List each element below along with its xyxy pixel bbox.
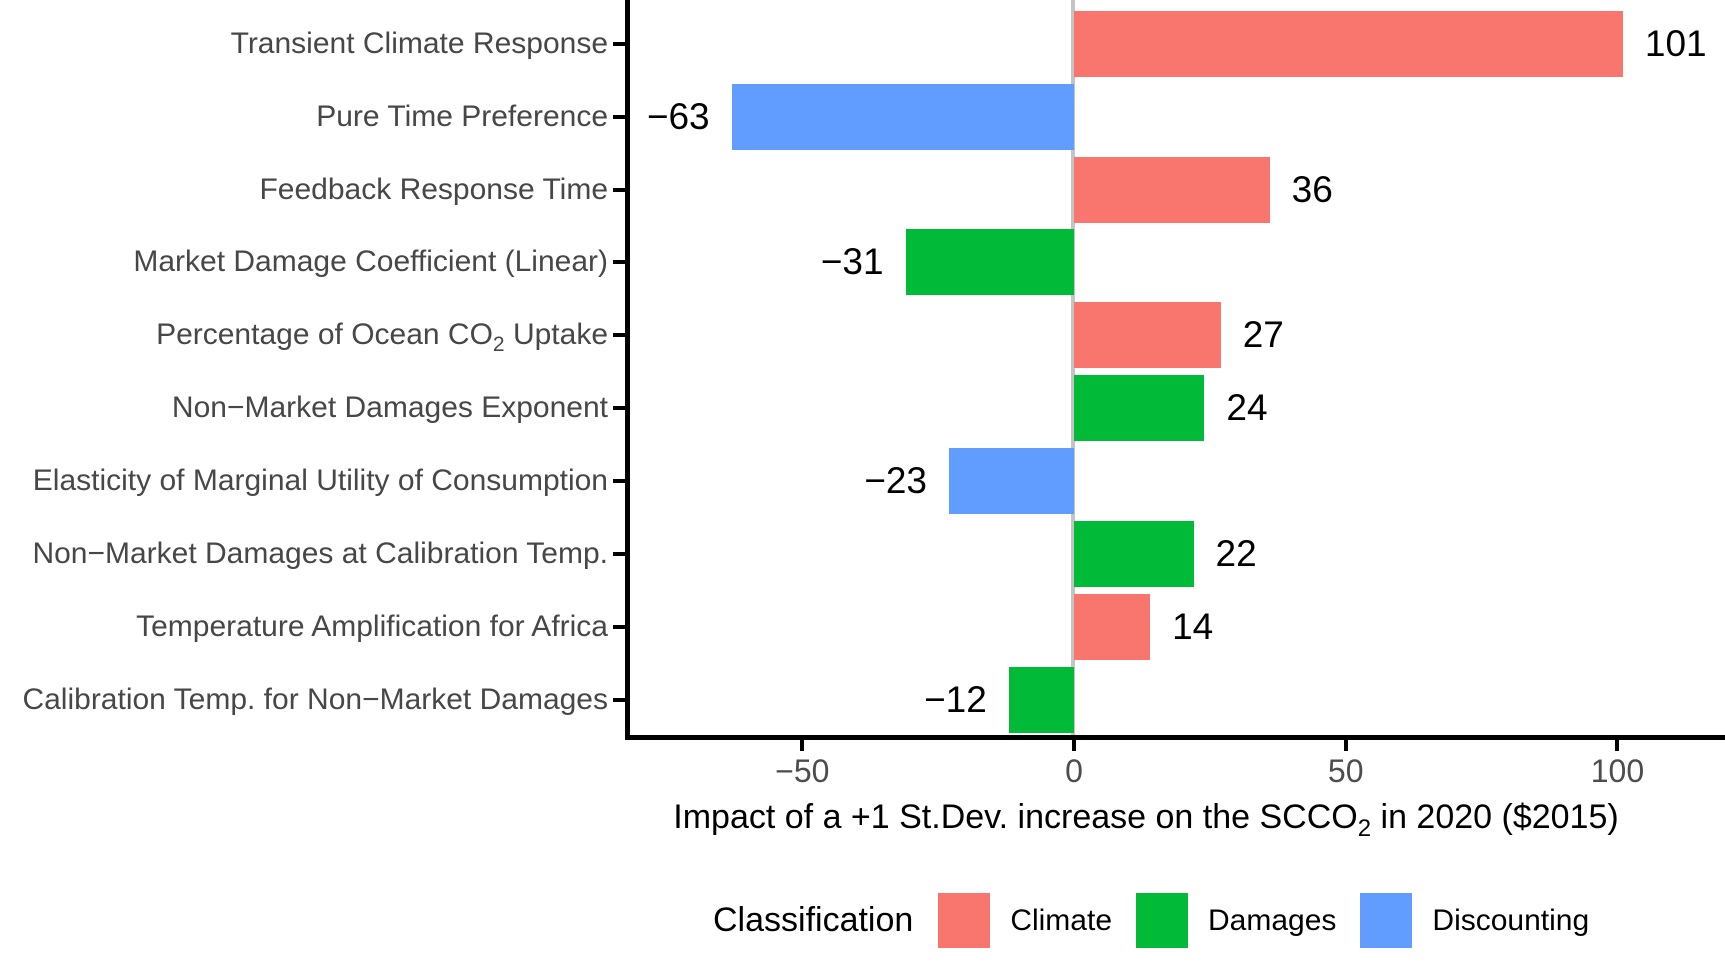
legend-entry: Climate [938,893,1112,948]
category-label: Pure Time Preference [316,99,608,133]
legend-swatch-damages [1136,893,1189,948]
x-tick [1343,740,1348,751]
bar-climate [1074,594,1151,661]
bar-damages [905,229,1074,296]
bar-discounting [949,448,1074,515]
y-tick [613,698,625,703]
legend-label: Climate [1010,903,1113,937]
zero-reference-line [1071,0,1075,735]
legend-title: Classification [713,901,914,939]
category-label: Non−Market Damages Exponent [171,391,608,425]
value-label: −31 [820,241,884,283]
category-label: Transient Climate Response [230,26,608,60]
value-label: −63 [646,95,710,137]
bar-climate [1074,156,1270,223]
y-tick [613,187,625,192]
legend-entry: Discounting [1360,893,1589,948]
x-tick-label: −50 [775,753,830,789]
category-label-subscript: 2 [492,333,505,357]
y-tick [613,406,625,411]
x-axis-title-suffix: in 2020 ($2015) [1371,798,1619,836]
x-tick [1072,740,1076,751]
legend-label: Damages [1208,903,1337,937]
bar-discounting [731,83,1074,150]
x-axis-title-subscript: 2 [1357,814,1372,842]
y-tick [613,260,625,265]
legend: Classification Climate Damages Discounting [713,893,1613,948]
y-tick [613,41,625,46]
x-tick-label: 100 [1590,753,1645,789]
x-axis-title: Impact of a +1 St.Dev. increase on the S… [567,797,1725,849]
category-label-text: Uptake [504,318,608,352]
category-label: Market Damage Coefficient (Linear) [133,245,608,279]
bar-climate [1074,302,1221,369]
bar-damages [1074,521,1194,588]
value-label: 101 [1644,22,1707,64]
y-tick [613,479,625,484]
legend-swatch-climate [938,893,991,948]
y-tick [613,333,625,338]
legend-swatch-discounting [1360,893,1413,948]
category-label: Elasticity of Marginal Utility of Consum… [32,464,608,498]
x-tick-label: 50 [1327,753,1364,789]
y-tick [613,552,625,557]
value-label: 27 [1242,314,1284,356]
x-axis-line [625,735,1725,740]
value-label: −12 [924,679,987,721]
x-tick-label: 0 [1065,753,1083,789]
x-tick [1615,740,1620,751]
y-tick [613,625,625,630]
y-axis-line [625,0,630,740]
y-tick [613,114,625,119]
value-label: 36 [1291,168,1333,210]
legend-label: Discounting [1432,903,1590,937]
plot-panel: Transient Climate Response 101 Pure Time P… [0,10,1707,734]
category-label: Feedback Response Time [259,172,608,206]
bar-damages [1074,375,1205,442]
bar-climate [1074,10,1623,77]
category-label: Percentage of Ocean CO2 Uptake [0,313,608,357]
category-label-text: Percentage of Ocean CO [156,318,493,352]
x-axis-title-text: Impact of a +1 St.Dev. increase on the S… [673,798,1358,836]
value-label: 22 [1215,533,1257,575]
bar-damages [1008,667,1074,734]
value-label: 24 [1226,387,1268,429]
legend-entry: Damages [1136,893,1336,948]
value-label: −23 [864,460,928,502]
category-label: Calibration Temp. for Non−Market Damages [22,683,608,717]
category-label: Non−Market Damages at Calibration Temp. [32,537,608,571]
x-tick [800,740,805,751]
category-label: Temperature Amplification for Africa [136,610,608,644]
value-label: 14 [1172,606,1214,648]
